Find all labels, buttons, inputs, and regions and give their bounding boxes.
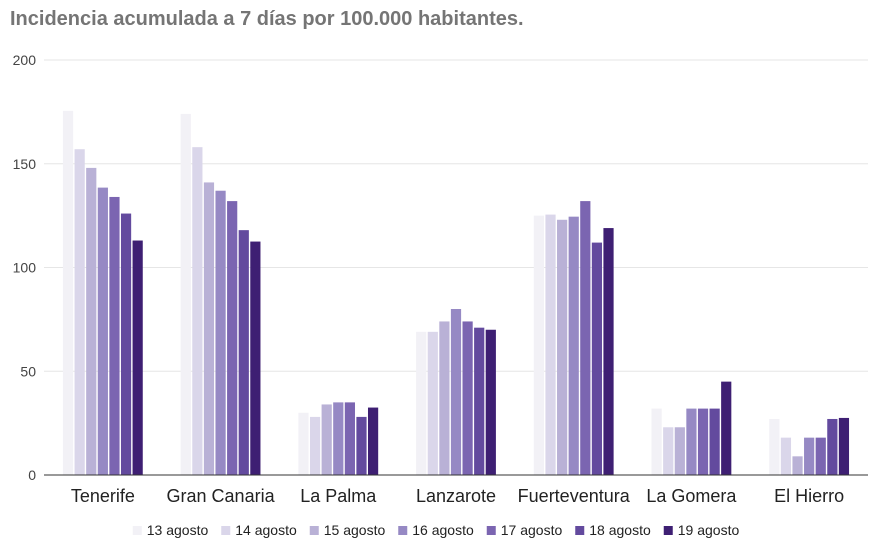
bar[interactable] xyxy=(356,416,367,475)
legend-swatch xyxy=(132,526,142,535)
bar[interactable] xyxy=(86,167,97,475)
chart-title: Incidencia acumulada a 7 días por 100.00… xyxy=(10,8,524,30)
bar[interactable] xyxy=(697,408,709,475)
bar[interactable] xyxy=(203,182,215,476)
bar[interactable] xyxy=(132,240,143,475)
x-tick-label: Gran Canaria xyxy=(167,486,276,506)
y-tick-label: 200 xyxy=(13,52,37,68)
bar[interactable] xyxy=(227,201,238,475)
legend[interactable]: 13 agosto 14 agosto 15 agosto 16 agosto 17 a… xyxy=(132,522,740,538)
legend-label: 16 agosto xyxy=(412,522,474,538)
bar[interactable] xyxy=(416,331,427,475)
legend-label: 17 agosto xyxy=(501,522,563,538)
bar[interactable] xyxy=(769,418,780,475)
legend-label: 13 agosto xyxy=(147,522,209,538)
legend-swatch xyxy=(663,526,673,535)
x-tick-label: Lanzarote xyxy=(416,486,496,506)
bar[interactable] xyxy=(663,427,674,475)
category-labels: Tenerife Gran Canaria La Palma Lanzarote Fue… xyxy=(71,486,844,506)
bar[interactable] xyxy=(780,437,792,475)
bar[interactable] xyxy=(651,408,662,475)
legend-swatch xyxy=(486,526,496,535)
legend-item[interactable]: 16 agosto xyxy=(398,522,474,538)
bar[interactable] xyxy=(462,321,473,475)
bar[interactable] xyxy=(591,242,603,475)
bar[interactable] xyxy=(97,187,108,476)
bar[interactable] xyxy=(120,213,132,476)
legend-item[interactable]: 19 agosto xyxy=(663,522,740,538)
legend-item[interactable]: 14 agosto xyxy=(221,522,297,538)
bar[interactable] xyxy=(580,201,591,475)
bar[interactable] xyxy=(674,427,685,475)
bar[interactable] xyxy=(721,381,732,475)
bar[interactable] xyxy=(321,404,332,475)
bars xyxy=(62,110,850,476)
bar[interactable] xyxy=(298,412,309,475)
bar[interactable] xyxy=(792,456,803,475)
bar[interactable] xyxy=(557,219,568,475)
x-tick-label: La Gomera xyxy=(646,486,737,506)
y-axis-ticks: 0 50 100 150 200 xyxy=(13,52,37,483)
bar[interactable] xyxy=(215,190,226,475)
legend-swatch xyxy=(398,526,408,535)
legend-swatch xyxy=(575,526,585,535)
bar[interactable] xyxy=(109,196,120,475)
legend-item[interactable]: 17 agosto xyxy=(486,522,563,538)
bar[interactable] xyxy=(238,230,249,475)
bar[interactable] xyxy=(474,327,485,475)
bar[interactable] xyxy=(838,417,850,475)
bar[interactable] xyxy=(603,228,614,475)
bar[interactable] xyxy=(815,437,826,475)
y-tick-label: 150 xyxy=(13,156,37,172)
bar[interactable] xyxy=(192,147,203,475)
bar[interactable] xyxy=(344,402,355,475)
bar[interactable] xyxy=(533,215,545,475)
legend-item[interactable]: 15 agosto xyxy=(309,522,386,538)
x-tick-label: El Hierro xyxy=(774,486,844,506)
legend-label: 14 agosto xyxy=(235,522,297,538)
x-tick-label: Fuerteventura xyxy=(518,486,631,506)
bar[interactable] xyxy=(686,408,697,475)
legend-label: 15 agosto xyxy=(324,522,386,538)
x-tick-label: Tenerife xyxy=(71,486,135,506)
bar[interactable] xyxy=(804,437,815,475)
legend-label: 18 agosto xyxy=(589,522,651,538)
bar[interactable] xyxy=(367,407,379,475)
bar[interactable] xyxy=(485,329,496,475)
bar[interactable] xyxy=(568,216,579,475)
bar[interactable] xyxy=(333,402,344,475)
y-tick-label: 50 xyxy=(20,363,36,379)
bar[interactable] xyxy=(545,214,556,475)
legend-item[interactable]: 18 agosto xyxy=(575,522,651,538)
legend-swatch xyxy=(309,526,319,535)
bar[interactable] xyxy=(827,418,838,475)
y-tick-label: 100 xyxy=(13,260,37,276)
legend-item[interactable]: 13 agosto xyxy=(132,522,209,538)
bar[interactable] xyxy=(74,149,85,475)
legend-swatch xyxy=(221,526,231,535)
bar[interactable] xyxy=(450,309,462,475)
bar[interactable] xyxy=(439,321,450,475)
y-tick-label: 0 xyxy=(28,467,36,483)
bar[interactable] xyxy=(250,241,261,475)
legend-label: 19 agosto xyxy=(678,522,740,538)
bar[interactable] xyxy=(62,110,74,476)
bar[interactable] xyxy=(180,113,191,475)
bar[interactable] xyxy=(709,408,720,475)
bar[interactable] xyxy=(427,331,438,475)
bar[interactable] xyxy=(309,416,321,475)
x-tick-label: La Palma xyxy=(300,486,377,506)
